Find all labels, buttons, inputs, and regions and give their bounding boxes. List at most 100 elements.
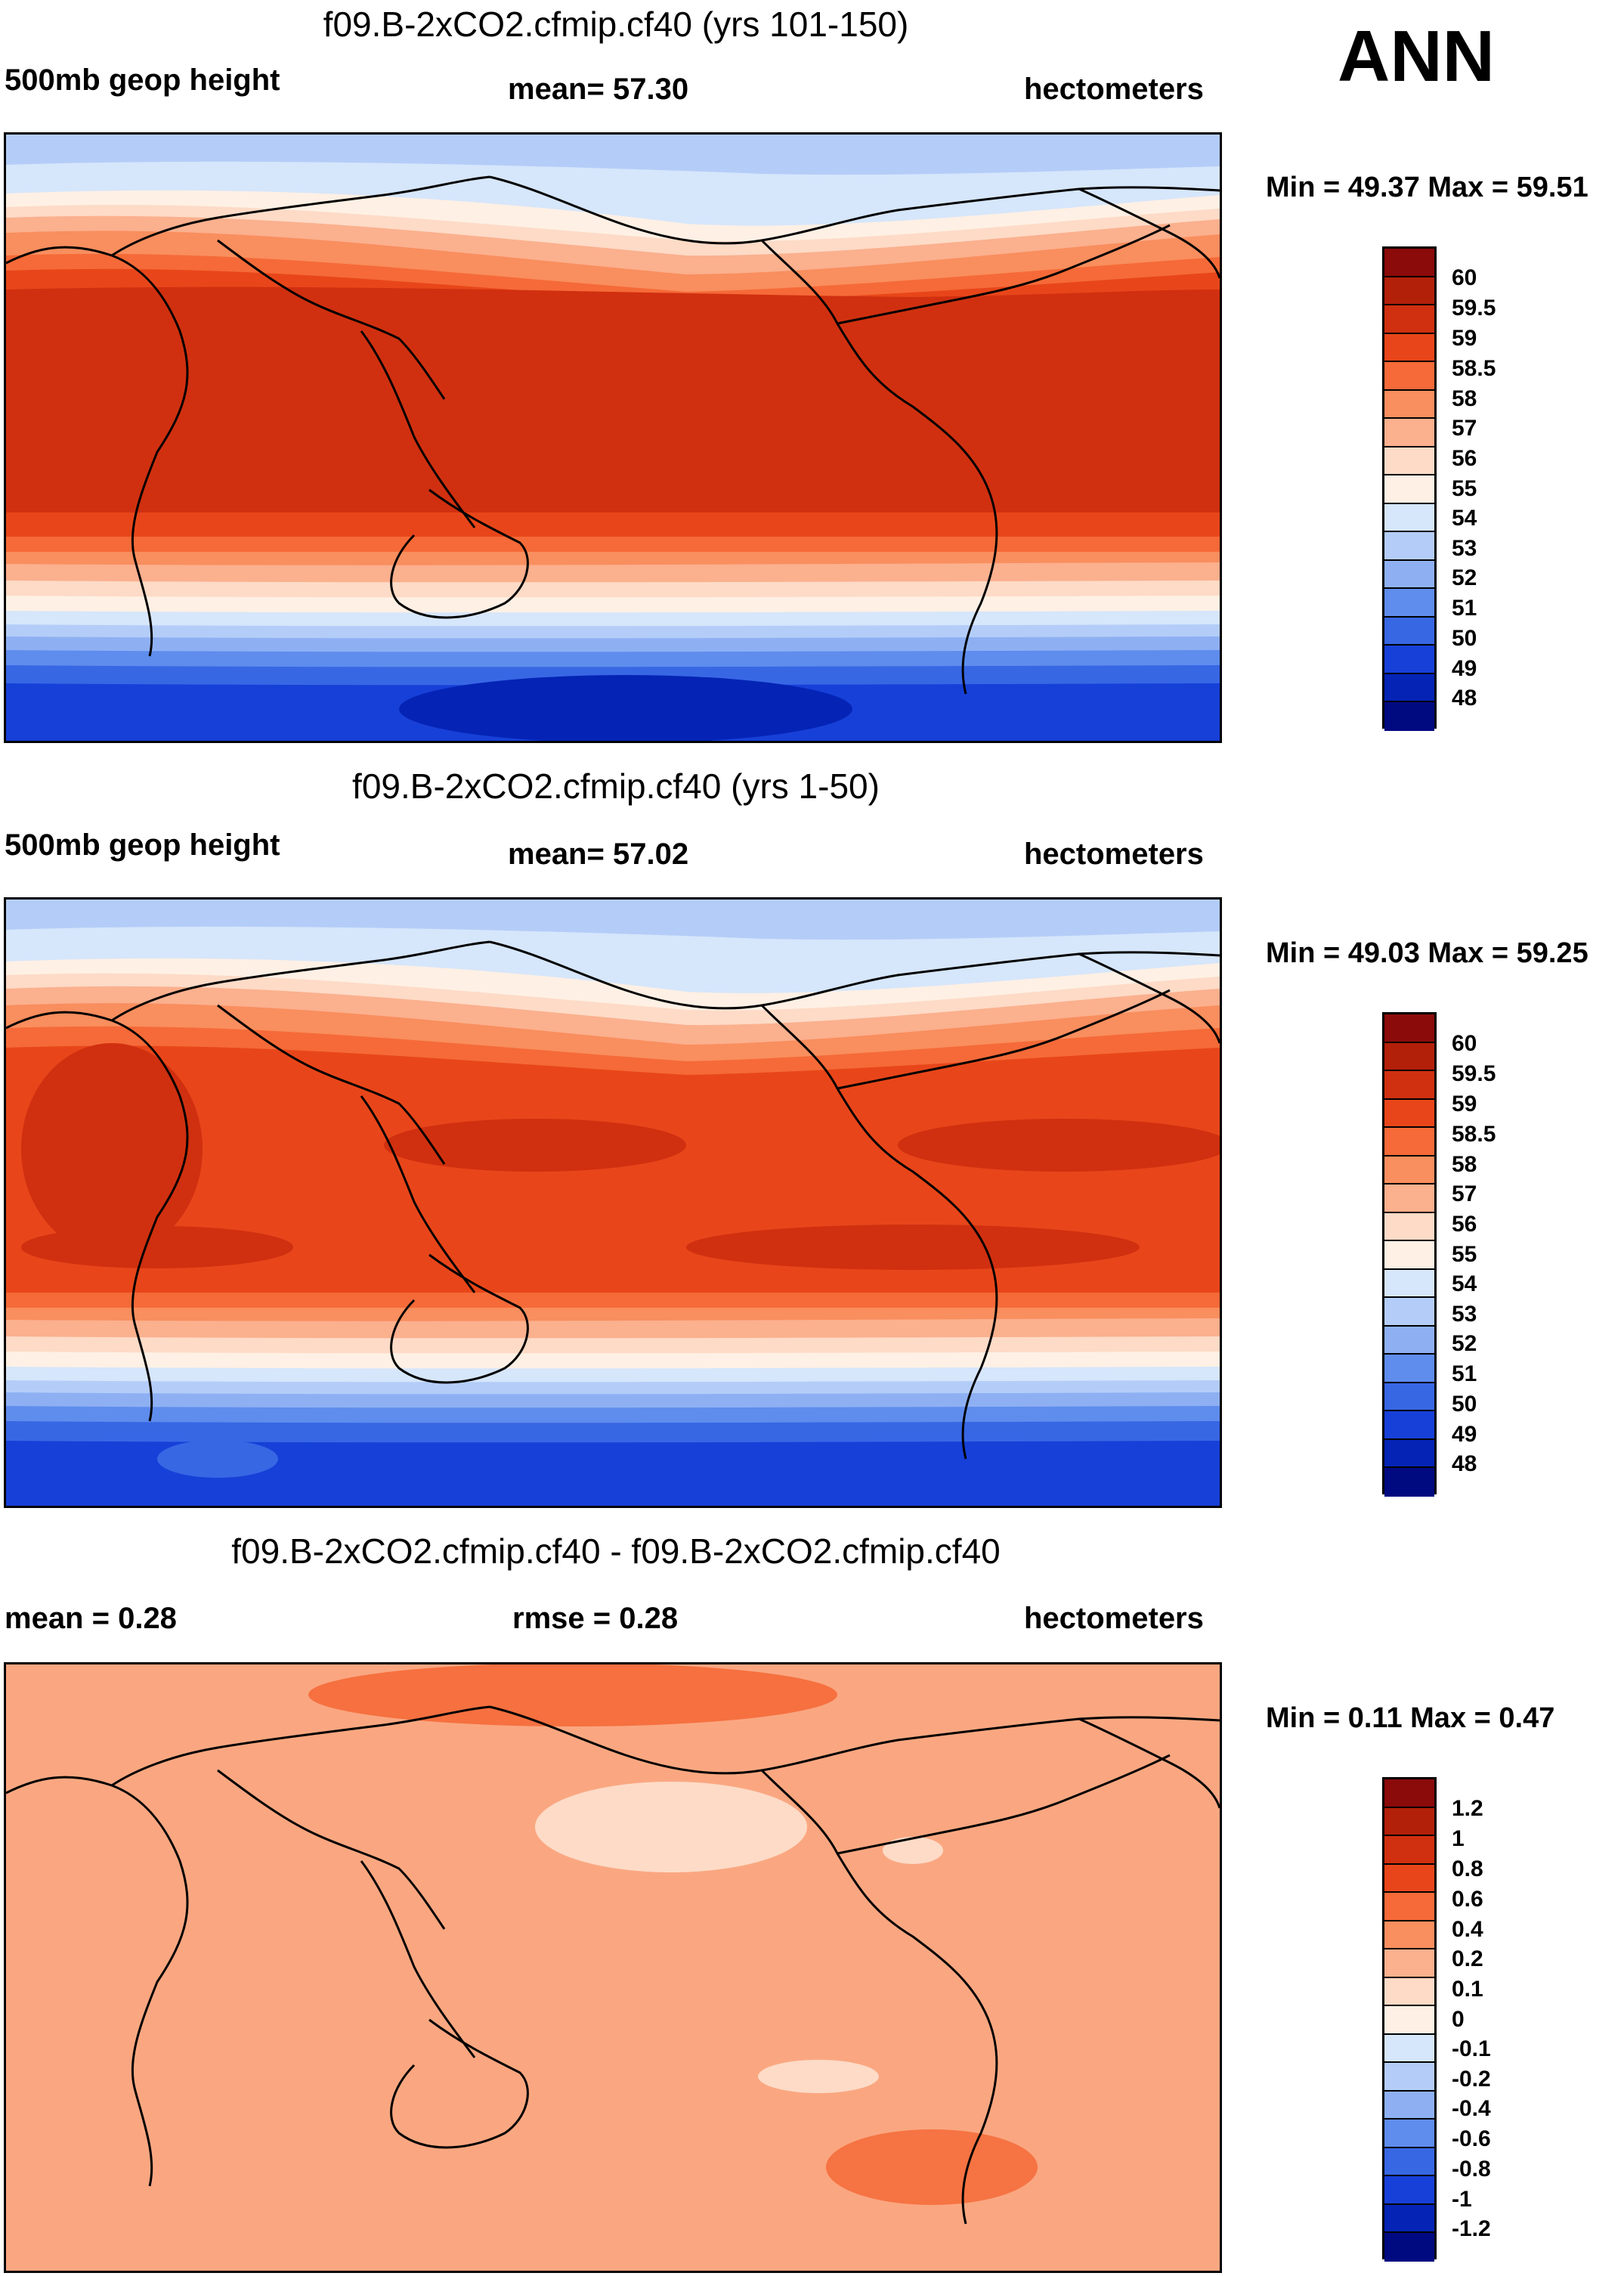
colorbar-swatch (1384, 362, 1434, 391)
panel-1-units-label: hectometers (1024, 73, 1204, 106)
colorbar-swatch (1384, 1779, 1434, 1808)
colorbar-label: -1.2 (1452, 2216, 1491, 2241)
colorbar-label: 0.2 (1452, 1946, 1483, 1971)
colorbar-label: 55 (1452, 476, 1477, 501)
colorbar-swatch (1384, 1326, 1434, 1355)
colorbar-swatch (1384, 249, 1434, 277)
coastlines (6, 940, 1220, 1460)
panel-1-title: f09.B-2xCO2.cfmip.cf40 (yrs 101-150) (323, 5, 909, 44)
colorbar-label: 50 (1452, 626, 1477, 651)
colorbar-swatch (1384, 1807, 1434, 1836)
colorbar-label: -1 (1452, 2187, 1472, 2212)
colorbar-swatch (1384, 419, 1434, 447)
colorbar-label: 59.5 (1452, 1061, 1496, 1086)
colorbar-swatch (1384, 1864, 1434, 1893)
panel-1-left-label: 500mb geop height (5, 63, 280, 97)
colorbar-swatch (1384, 1042, 1434, 1071)
panel-1-colorbar (1382, 246, 1437, 731)
colorbar-swatch (1384, 475, 1434, 504)
colorbar-swatch (1384, 1298, 1434, 1327)
colorbar-swatch (1384, 702, 1434, 731)
colorbar-label: 55 (1452, 1242, 1477, 1267)
colorbar-swatch (1384, 1355, 1434, 1383)
colorbar-swatch (1384, 2176, 1434, 2205)
panel-3-minmax: Min = 0.11 Max = 0.47 (1266, 1702, 1555, 1734)
colorbar-label: 60 (1452, 265, 1477, 290)
panel-1-map-svg (6, 135, 1220, 741)
colorbar-swatch (1384, 1184, 1434, 1213)
colorbar-swatch (1384, 1411, 1434, 1440)
panel-1-minmax: Min = 49.37 Max = 59.51 (1266, 172, 1588, 203)
colorbar-label: 59 (1452, 326, 1477, 351)
colorbar-swatch (1384, 2006, 1434, 2035)
colorbar-swatch (1384, 1977, 1434, 2006)
panel-2-map-svg (6, 900, 1220, 1506)
colorbar-label: 60 (1452, 1031, 1477, 1056)
colorbar-swatch (1384, 2204, 1434, 2233)
colorbar-label: 50 (1452, 1392, 1477, 1417)
colorbar-swatch (1384, 305, 1434, 334)
colorbar-swatch (1384, 1241, 1434, 1270)
colorbar-label: 51 (1452, 596, 1477, 621)
colorbar-swatch (1384, 1128, 1434, 1157)
panel-2-units-label: hectometers (1024, 838, 1204, 871)
colorbar-swatch (1384, 1014, 1434, 1043)
colorbar-swatch (1384, 1949, 1434, 1978)
colorbar-label: -0.2 (1452, 2067, 1491, 2092)
band-fill (384, 1119, 686, 1172)
colorbar-swatch (1384, 2147, 1434, 2176)
colorbar-swatch (1384, 1383, 1434, 1411)
band-fill (686, 1225, 1140, 1270)
colorbar-swatch (1384, 333, 1434, 362)
band-fill (883, 1837, 943, 1864)
panel-2-title: f09.B-2xCO2.cfmip.cf40 (yrs 1-50) (352, 766, 880, 806)
colorbar-label: 53 (1452, 536, 1477, 561)
colorbar-label: 59 (1452, 1092, 1477, 1116)
panel-3-colorbar (1382, 1777, 1437, 2262)
colorbar-label: 54 (1452, 506, 1477, 531)
season-label: ANN (1338, 16, 1495, 97)
panel-3-rmse-label: rmse = 0.28 (512, 1602, 679, 1635)
band-fill (399, 675, 852, 741)
band-fill (308, 1664, 837, 1726)
colorbar-label: -0.4 (1452, 2096, 1491, 2121)
colorbar-swatch (1384, 560, 1434, 589)
colorbar-label: 53 (1452, 1302, 1477, 1327)
panel-3-mean-label: mean = 0.28 (5, 1602, 177, 1635)
band-fill (535, 1782, 807, 1872)
colorbar-label: 54 (1452, 1271, 1477, 1296)
band-fill (21, 1043, 203, 1255)
colorbar-swatch (1384, 589, 1434, 618)
colorbar-label: -0.6 (1452, 2126, 1491, 2151)
colorbar-label: 57 (1452, 416, 1477, 441)
panel-3-title: f09.B-2xCO2.cfmip.cf40 - f09.B-2xCO2.cfm… (231, 1531, 1001, 1571)
panel-3-units-label: hectometers (1024, 1602, 1204, 1635)
colorbar-label: 48 (1452, 686, 1477, 711)
colorbar-label: 48 (1452, 1451, 1477, 1476)
colorbar-label: 0.8 (1452, 1856, 1483, 1881)
band-fill (157, 1440, 278, 1478)
colorbar-label: 56 (1452, 1212, 1477, 1237)
colorbar-label: 0.6 (1452, 1887, 1483, 1912)
coastlines (6, 175, 1220, 695)
colorbar-label: 1 (1452, 1826, 1465, 1851)
colorbar-label: 52 (1452, 565, 1477, 590)
band-fill (758, 2060, 879, 2093)
colorbar-swatch (1384, 2034, 1434, 2063)
colorbar-label: 52 (1452, 1331, 1477, 1356)
colorbar-swatch (1384, 2063, 1434, 2092)
band-fill (6, 1664, 1220, 2271)
colorbar-label: 59.5 (1452, 296, 1496, 320)
colorbar-swatch (1384, 617, 1434, 646)
panel-2-map (4, 897, 1222, 1508)
colorbar-swatch (1384, 503, 1434, 532)
colorbar-swatch (1384, 277, 1434, 305)
colorbar-label: 56 (1452, 446, 1477, 471)
panel-2-mean-label: mean= 57.02 (508, 838, 689, 871)
colorbar-swatch (1384, 1156, 1434, 1184)
colorbar-swatch (1384, 2091, 1434, 2120)
colorbar-label: -0.8 (1452, 2157, 1491, 2182)
panel-2-colorbar (1382, 1012, 1437, 1497)
colorbar-label: 58.5 (1452, 356, 1496, 381)
colorbar-swatch (1384, 1893, 1434, 1921)
